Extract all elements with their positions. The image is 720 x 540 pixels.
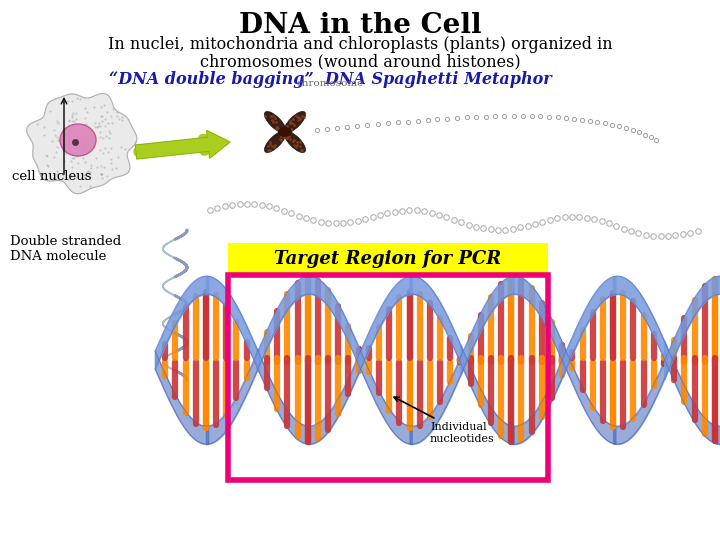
Text: chromosomes (wound around histones): chromosomes (wound around histones) (199, 53, 521, 70)
Text: cell nucleus: cell nucleus (12, 170, 91, 183)
Ellipse shape (278, 127, 292, 137)
Ellipse shape (264, 131, 286, 152)
Text: DNA in the Cell: DNA in the Cell (239, 12, 481, 39)
Text: “DNA double bagging”  DNA Spaghetti Metaphor: “DNA double bagging” DNA Spaghetti Metap… (109, 71, 552, 88)
Text: Individual
nucleotides: Individual nucleotides (394, 397, 495, 443)
Text: In nuclei, mitochondria and chloroplasts (plants) organized in: In nuclei, mitochondria and chloroplasts… (108, 36, 612, 53)
Text: Target Region for PCR: Target Region for PCR (274, 250, 502, 268)
Ellipse shape (60, 124, 96, 156)
Ellipse shape (284, 111, 305, 133)
Ellipse shape (264, 111, 286, 133)
Text: Double stranded
DNA molecule: Double stranded DNA molecule (10, 235, 121, 263)
Polygon shape (135, 130, 230, 159)
Ellipse shape (284, 131, 305, 152)
Bar (228, 275, 548, 480)
Polygon shape (27, 93, 137, 194)
Text: chromosome: chromosome (297, 79, 364, 88)
Bar (228, 243, 548, 275)
